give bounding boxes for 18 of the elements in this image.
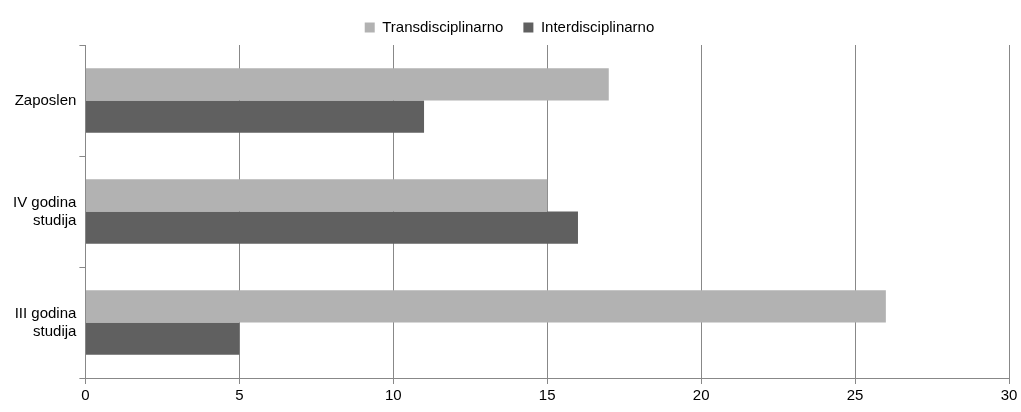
y-tick-label: III godina studija (14, 303, 78, 339)
bar (85, 179, 548, 212)
x-tick-label: 5 (235, 386, 244, 404)
legend-label: Transdisciplinarno (382, 17, 504, 35)
bar (85, 322, 240, 355)
x-tick-label: 20 (692, 386, 710, 404)
y-tick-label: Zaposlen (14, 90, 77, 108)
bar (85, 68, 609, 101)
x-tick-label: 15 (538, 386, 556, 404)
x-tick-label: 0 (81, 386, 90, 404)
x-tick-label: 10 (384, 386, 402, 404)
y-tick-label: IV godina studija (12, 192, 78, 228)
bar (85, 100, 425, 133)
bar (85, 211, 578, 244)
bar (85, 290, 886, 323)
legend-label: Interdisciplinarno (540, 17, 655, 35)
x-tick-label: 25 (846, 386, 864, 404)
x-tick-label: 30 (1000, 386, 1018, 404)
